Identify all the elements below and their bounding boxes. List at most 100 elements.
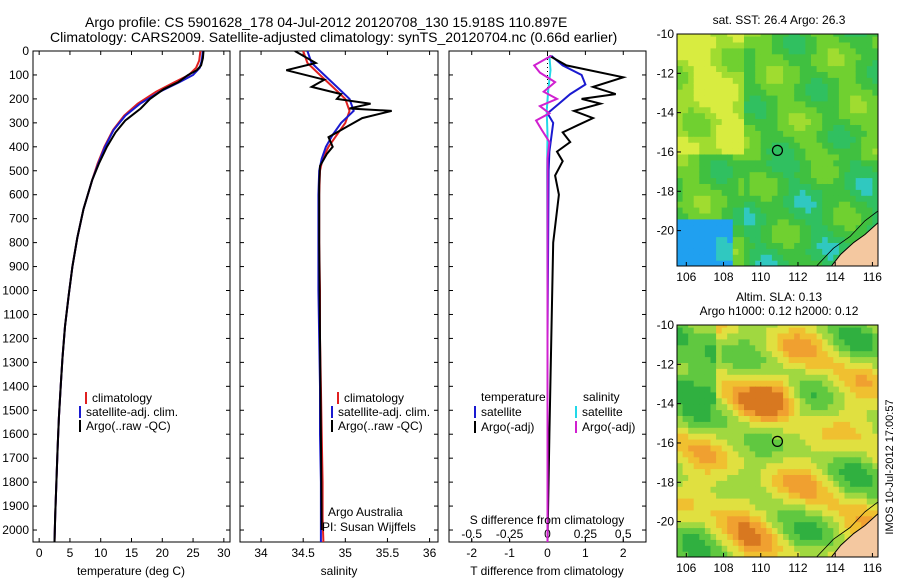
heatmap-cell	[744, 130, 751, 137]
series-line	[286, 51, 392, 531]
heatmap-cell	[872, 71, 878, 78]
heatmap-cell	[721, 207, 728, 214]
heatmap-cell	[710, 509, 717, 517]
heatmap-cell	[682, 421, 689, 428]
heatmap-cell	[760, 421, 767, 428]
heatmap-cell	[732, 356, 739, 363]
heatmap-cell	[844, 212, 851, 220]
heatmap-cell	[827, 521, 834, 529]
heatmap-cell	[866, 498, 873, 505]
heatmap-cell	[760, 236, 767, 243]
heatmap-cell	[822, 148, 829, 155]
heatmap-cell	[710, 421, 717, 428]
heatmap-cell	[744, 89, 751, 96]
heatmap-cell	[850, 41, 857, 49]
heatmap-cell	[816, 230, 823, 238]
heatmap-cell	[760, 65, 767, 72]
heatmap-cell	[783, 183, 790, 190]
heatmap-cell	[699, 47, 706, 55]
heatmap-cell	[838, 509, 846, 517]
heatmap-cell	[816, 515, 823, 523]
heatmap-cell	[699, 130, 706, 137]
heatmap-cell	[699, 344, 706, 352]
heatmap-cell	[866, 503, 873, 511]
heatmap-cell	[838, 433, 846, 440]
heatmap-cell	[822, 527, 829, 534]
heatmap-cell	[783, 153, 790, 161]
heatmap-cell	[816, 248, 823, 255]
heatmap-cell	[788, 130, 795, 137]
heatmap-cell	[816, 159, 823, 167]
heatmap-cell	[833, 189, 840, 196]
heatmap-cell	[794, 148, 801, 155]
heatmap-cell	[682, 327, 689, 334]
heatmap-cell	[716, 218, 723, 226]
heatmap-cell	[872, 171, 878, 179]
heatmap-cell	[861, 468, 868, 475]
heatmap-cell	[878, 213, 884, 220]
heatmap-cell	[693, 254, 700, 261]
heatmap-cell	[838, 130, 846, 137]
heatmap-cell	[827, 362, 834, 369]
figure-title-line2: Climatology: CARS2009. Satellite-adjuste…	[50, 29, 617, 45]
heatmap-cell	[799, 433, 806, 440]
heatmap-cell	[861, 83, 868, 90]
heatmap-cell	[732, 503, 739, 511]
heatmap-cell	[811, 480, 818, 487]
heatmap-cell	[732, 480, 739, 487]
heatmap-cell	[833, 106, 840, 114]
heatmap-cell	[677, 421, 684, 428]
heatmap-cell	[872, 439, 878, 446]
heatmap-cell	[827, 492, 834, 499]
heatmap-cell	[760, 207, 767, 214]
heatmap-cell	[872, 47, 878, 55]
heatmap-cell	[794, 374, 801, 381]
heatmap-cell	[710, 385, 717, 393]
heatmap-cell	[755, 260, 762, 266]
heatmap-cell	[755, 142, 762, 149]
heatmap-cell	[805, 474, 812, 481]
heatmap-cell	[744, 153, 751, 161]
heatmap-cell	[732, 344, 739, 352]
heatmap-cell	[833, 515, 840, 523]
heatmap-cell	[850, 368, 857, 375]
heatmap-cell	[850, 89, 857, 96]
heatmap-cell	[688, 83, 695, 90]
heatmap-cell	[699, 53, 706, 61]
heatmap-cell	[749, 533, 756, 540]
heatmap-cell	[749, 551, 756, 557]
heatmap-cell	[872, 130, 878, 137]
heatmap-cell	[794, 83, 801, 90]
heatmap-cell	[833, 409, 840, 416]
heatmap-cell	[704, 159, 712, 167]
heatmap-cell	[783, 498, 790, 505]
heatmap-cell	[721, 248, 728, 255]
heatmap-cell	[788, 403, 795, 411]
heatmap-cell	[755, 189, 762, 196]
heatmap-cell	[805, 368, 812, 375]
heatmap-cell	[861, 195, 868, 202]
heatmap-cell	[799, 403, 806, 411]
heatmap-cell	[738, 207, 745, 214]
heatmap-cell	[777, 83, 784, 90]
heatmap-cell	[866, 171, 873, 179]
heatmap-cell	[777, 527, 784, 534]
heatmap-cell	[710, 492, 717, 499]
heatmap-cell	[704, 368, 712, 375]
heatmap-cell	[878, 130, 884, 137]
heatmap-cell	[766, 260, 773, 266]
heatmap-cell	[811, 83, 818, 90]
heatmap-cell	[716, 397, 723, 405]
argo-position-marker	[771, 435, 784, 447]
heatmap-cell	[822, 201, 829, 208]
heatmap-cell	[822, 248, 829, 255]
heatmap-cell	[855, 521, 862, 529]
heatmap-cell	[760, 130, 767, 137]
heatmap-cell	[783, 77, 790, 84]
x-tick-label: -1	[504, 546, 515, 560]
heatmap-cell	[721, 486, 728, 493]
heatmap-cell	[805, 332, 812, 340]
heatmap-cell	[794, 433, 801, 440]
heatmap-cell	[693, 71, 700, 78]
heatmap-cell	[805, 254, 812, 261]
